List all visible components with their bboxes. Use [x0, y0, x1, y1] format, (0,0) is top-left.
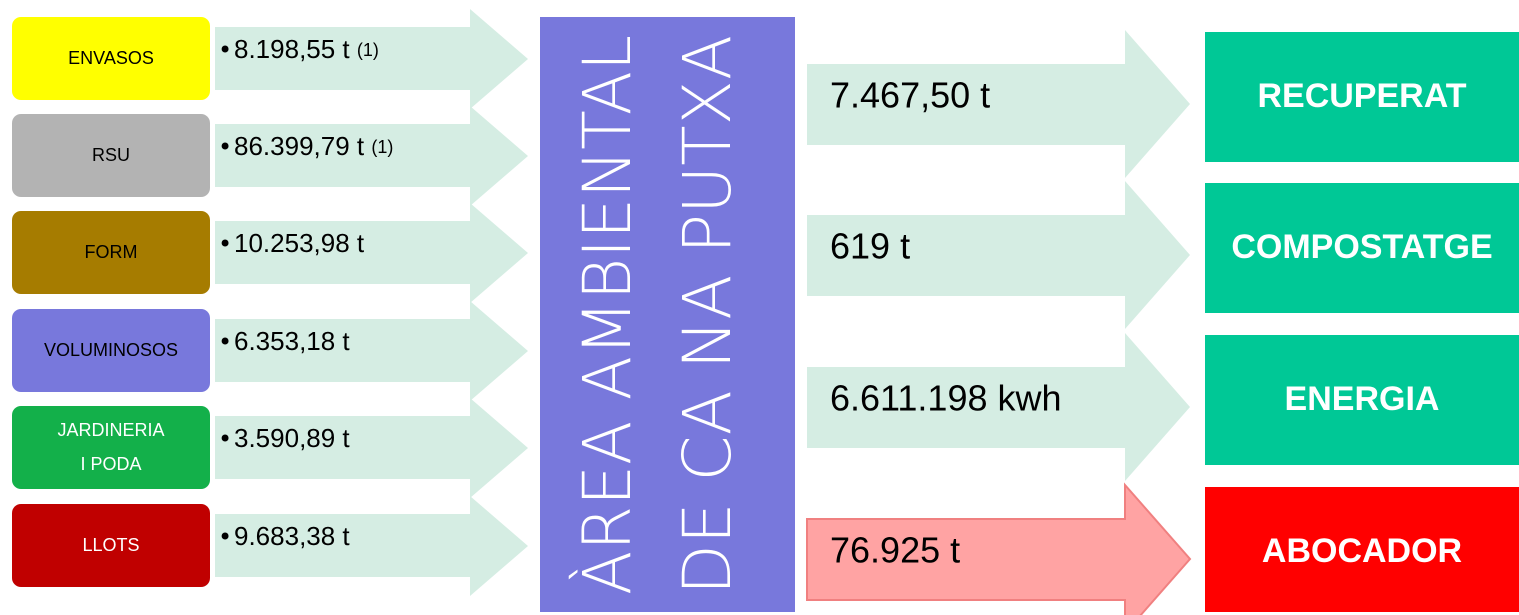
- center-box: [540, 17, 795, 612]
- output-amount: 6.611.198 kwh: [830, 378, 1062, 419]
- input-label: LLOTS: [82, 535, 139, 555]
- input-box: [12, 114, 210, 197]
- input-label: I PODA: [80, 454, 141, 474]
- input-amount: 8.198,55 t (1): [234, 34, 379, 64]
- input-arrow: [215, 398, 528, 498]
- input-label: VOLUMINOSOS: [44, 340, 178, 360]
- amount: 10.253,98 t: [234, 228, 365, 258]
- center-text: ÀREA AMBIENTAL: [569, 35, 646, 595]
- input-arrow: [215, 301, 528, 401]
- input-arrow: [215, 496, 528, 596]
- output-amount: 76.925 t: [830, 530, 960, 571]
- input-amount: 86.399,79 t (1): [234, 131, 393, 161]
- amount: 3.590,89 t: [234, 423, 350, 453]
- amount: 8.198,55 t: [234, 34, 350, 64]
- output-label: ENERGIA: [1285, 380, 1440, 418]
- input-box: [12, 309, 210, 392]
- output-box: [1205, 335, 1519, 465]
- bullet: •: [218, 523, 232, 551]
- input-arrow: [215, 203, 528, 303]
- bullet: •: [218, 36, 232, 64]
- bullet: •: [218, 425, 232, 453]
- input-label: JARDINERIA: [57, 420, 164, 440]
- output-arrow: [807, 181, 1190, 329]
- center-text: DE CA NA PUTXA: [669, 35, 746, 595]
- amount: 86.399,79 t: [234, 131, 365, 161]
- bullet: •: [218, 133, 232, 161]
- input-label: FORM: [85, 242, 138, 262]
- output-box: [1205, 183, 1519, 313]
- output-label: ABOCADOR: [1262, 532, 1462, 570]
- output-amount: 619 t: [830, 226, 910, 267]
- bullet: •: [218, 328, 232, 356]
- output-amount: 7.467,50 t: [830, 75, 990, 116]
- input-label: ENVASOS: [68, 48, 154, 68]
- output-box: [1205, 487, 1519, 612]
- input-amount: 9.683,38 t: [234, 521, 350, 551]
- output-arrow: [807, 333, 1190, 481]
- input-box: [12, 211, 210, 294]
- bullet: •: [218, 230, 232, 258]
- input-box: [12, 406, 210, 489]
- input-amount: 3.590,89 t: [234, 423, 350, 453]
- amount: 6.353,18 t: [234, 326, 350, 356]
- note: (1): [371, 137, 393, 157]
- input-arrow: [215, 9, 528, 109]
- input-box: [12, 17, 210, 100]
- input-arrow: [215, 106, 528, 206]
- output-label: COMPOSTATGE: [1231, 228, 1492, 266]
- output-label: RECUPERAT: [1257, 77, 1466, 115]
- input-label: RSU: [92, 145, 130, 165]
- input-amount: 6.353,18 t: [234, 326, 350, 356]
- amount: 9.683,38 t: [234, 521, 350, 551]
- output-arrow: [806, 482, 1192, 615]
- note: (1): [357, 40, 379, 60]
- input-box: [12, 504, 210, 587]
- output-box: [1205, 32, 1519, 162]
- output-arrow: [807, 30, 1190, 178]
- input-amount: 10.253,98 t: [234, 228, 365, 258]
